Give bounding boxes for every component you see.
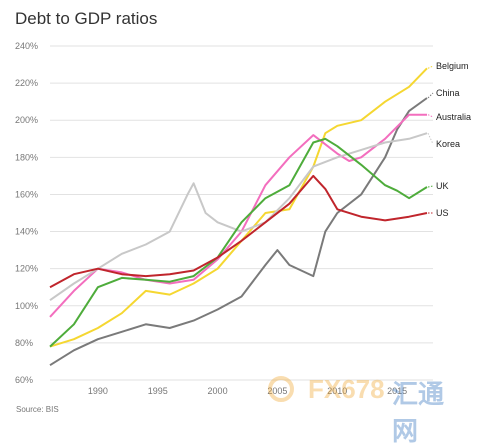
chart-source: Source: BIS bbox=[16, 405, 59, 414]
x-tick-label: 2015 bbox=[387, 386, 407, 396]
series-label-belgium: Belgium bbox=[436, 61, 469, 71]
y-tick-label: 80% bbox=[15, 338, 33, 348]
x-tick-label: 2010 bbox=[327, 386, 347, 396]
series-leader-uk bbox=[427, 185, 434, 188]
y-tick-label: 60% bbox=[15, 375, 33, 385]
series-line-belgium bbox=[49, 67, 428, 348]
series-labels: Belgium China Australia Korea UK US bbox=[427, 61, 471, 218]
line-chart: 60% 80% 100% 120% 140% 160% 180% 200% 220% 240% 1… bbox=[15, 41, 471, 396]
series-line-us bbox=[49, 174, 428, 289]
y-tick-label: 120% bbox=[15, 264, 38, 274]
series-line-uk bbox=[49, 137, 428, 348]
x-tick-label: 2000 bbox=[208, 386, 228, 396]
series-label-australia: Australia bbox=[436, 112, 471, 122]
series-lines bbox=[49, 67, 428, 367]
y-tick-label: 140% bbox=[15, 227, 38, 237]
series-leader-china bbox=[427, 92, 434, 99]
series-line-australia bbox=[49, 113, 427, 318]
x-tick-label: 2005 bbox=[267, 386, 287, 396]
y-tick-label: 240% bbox=[15, 41, 38, 51]
y-tick-label: 180% bbox=[15, 152, 38, 162]
y-axis-ticks: 60% 80% 100% 120% 140% 160% 180% 200% 220% 240% bbox=[15, 41, 38, 385]
series-label-korea: Korea bbox=[436, 139, 460, 149]
series-leader-australia bbox=[427, 114, 434, 118]
series-label-china: China bbox=[436, 88, 460, 98]
series-line-korea bbox=[49, 132, 428, 302]
x-tick-label: 1995 bbox=[148, 386, 168, 396]
grid-lines bbox=[50, 45, 433, 381]
y-tick-label: 200% bbox=[15, 115, 38, 125]
series-line-china bbox=[49, 97, 428, 367]
y-tick-label: 220% bbox=[15, 78, 38, 88]
series-label-us: US bbox=[436, 208, 449, 218]
y-tick-label: 100% bbox=[15, 301, 38, 311]
series-leader-belgium bbox=[427, 65, 434, 69]
series-label-uk: UK bbox=[436, 181, 449, 191]
y-tick-label: 160% bbox=[15, 189, 38, 199]
x-axis-ticks: 1990 1995 2000 2005 2010 2015 bbox=[88, 386, 407, 396]
x-tick-label: 1990 bbox=[88, 386, 108, 396]
series-leader-korea bbox=[427, 133, 434, 145]
chart-title: Debt to GDP ratios bbox=[15, 9, 158, 28]
